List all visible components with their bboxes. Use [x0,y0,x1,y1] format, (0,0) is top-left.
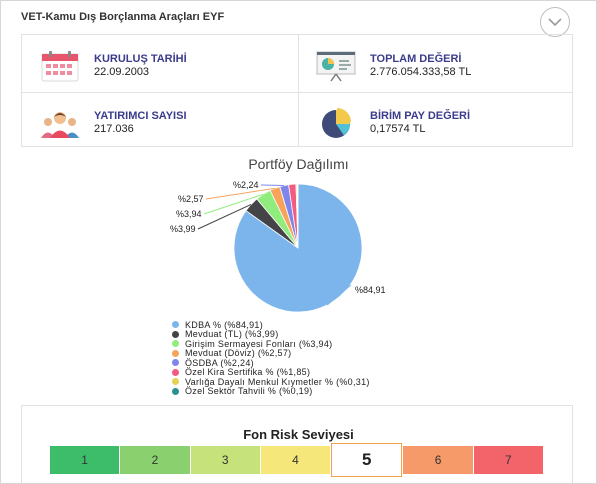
pie-data-label: %3,94 [176,209,202,219]
legend-label: Özel Sektör Tahvili % (%0,19) [185,386,313,397]
legend-item[interactable]: Özel Sektör Tahvili % (%0,19) [172,386,370,397]
people-icon [38,106,82,140]
pie-data-label: %2,24 [233,180,259,190]
stats-divider-vertical [298,35,299,146]
fund-stats-card [21,34,573,147]
pie-slice[interactable] [296,183,299,249]
legend-item[interactable]: ÖSDBA (%2,24) [172,358,370,368]
portfolio-legend: KDBA % (%84,91) Mevduat (TL) (%3,99) Giriş… [172,320,370,396]
pie-data-label: %2,57 [178,194,204,204]
legend-label: Varlığa Dayalı Menkul Kıymetler % (%0,31… [185,376,370,387]
chevron-down-icon [548,17,562,26]
legend-item[interactable]: Mevduat (TL) (%3,99) [172,329,370,340]
legend-marker [172,321,179,329]
portfolio-pie-chart: %84,91 %3,99 %3,94 %2,57 %2,24 [170,180,386,313]
risk-level-5: 5 [331,443,403,477]
legend-marker [172,330,179,338]
pie-chart-icon [314,106,358,140]
legend-marker [172,359,179,367]
founded-value: 22.09.2003 [94,66,150,78]
total-value-value: 2.776.054.333,58 TL [370,66,472,78]
stat-founded: KURULUŞ TARİHİ 22.09.2003 [38,49,187,83]
unit-price-value: 0,17574 TL [370,123,426,135]
calendar-icon [38,49,82,83]
legend-item[interactable]: Mevduat (Döviz) (%2,57) [172,348,370,359]
risk-level-2: 2 [120,446,190,474]
legend-label: Mevduat (TL) (%3,99) [185,329,279,340]
legend-marker [172,340,179,348]
risk-card [21,405,573,483]
risk-level-6: 6 [403,446,473,474]
stat-total-value: TOPLAM DEĞERİ 2.776.054.333,58 TL [314,49,471,83]
legend-label: ÖSDBA (%2,24) [185,357,254,368]
collapse-button[interactable] [540,7,570,37]
unit-price-label: BİRİM PAY DEĞERİ [370,110,471,122]
stat-unit-price: BİRİM PAY DEĞERİ 0,17574 TL [314,106,470,140]
pie-label-connector [203,193,264,215]
stat-investors: YATIRIMCI SAYISI 217.036 [38,106,187,140]
legend-label: KDBA % (%84,91) [185,319,264,330]
pie-label-connector [205,187,275,200]
legend-marker [172,349,179,357]
investors-label: YATIRIMCI SAYISI [94,110,187,122]
risk-level-3: 3 [190,446,260,474]
presentation-chart-icon [314,49,358,83]
total-value-label: TOPLAM DEĞERİ [370,53,462,65]
pie-data-label: %3,99 [170,224,196,234]
legend-label: Mevduat (Döviz) (%2,57) [185,348,292,359]
legend-item[interactable]: Özel Kira Sertifika % (%1,85) [172,367,370,378]
legend-label: Özel Kira Sertifika % (%1,85) [185,367,311,378]
pie-label-connector [260,184,285,187]
pie-data-label: %84,91 [355,285,386,295]
risk-title: Fon Risk Seviyesi [243,427,354,442]
pie-slice[interactable] [233,183,363,313]
risk-level-1: 1 [50,446,120,474]
founded-label: KURULUŞ TARİHİ [94,53,187,65]
legend-item[interactable]: KDBA % (%84,91) [172,320,370,330]
stats-divider-horizontal [22,92,572,93]
legend-marker [172,368,179,376]
legend-marker [172,378,179,386]
portfolio-title: Portföy Dağılımı [248,156,349,172]
risk-level-4: 4 [260,446,331,474]
investors-value: 217.036 [94,123,134,135]
risk-level-7: 7 [473,446,543,474]
fund-title: VET-Kamu Dış Borçlanma Araçları EYF [21,11,225,23]
legend-item[interactable]: Girişim Sermayesi Fonları (%3,94) [172,339,370,349]
pie-label-connector [326,284,352,306]
legend-marker [172,387,179,395]
legend-item[interactable]: Varlığa Dayalı Menkul Kıymetler % (%0,31… [172,377,370,387]
legend-label: Girişim Sermayesi Fonları (%3,94) [185,338,333,349]
pie-label-connector [197,204,252,230]
